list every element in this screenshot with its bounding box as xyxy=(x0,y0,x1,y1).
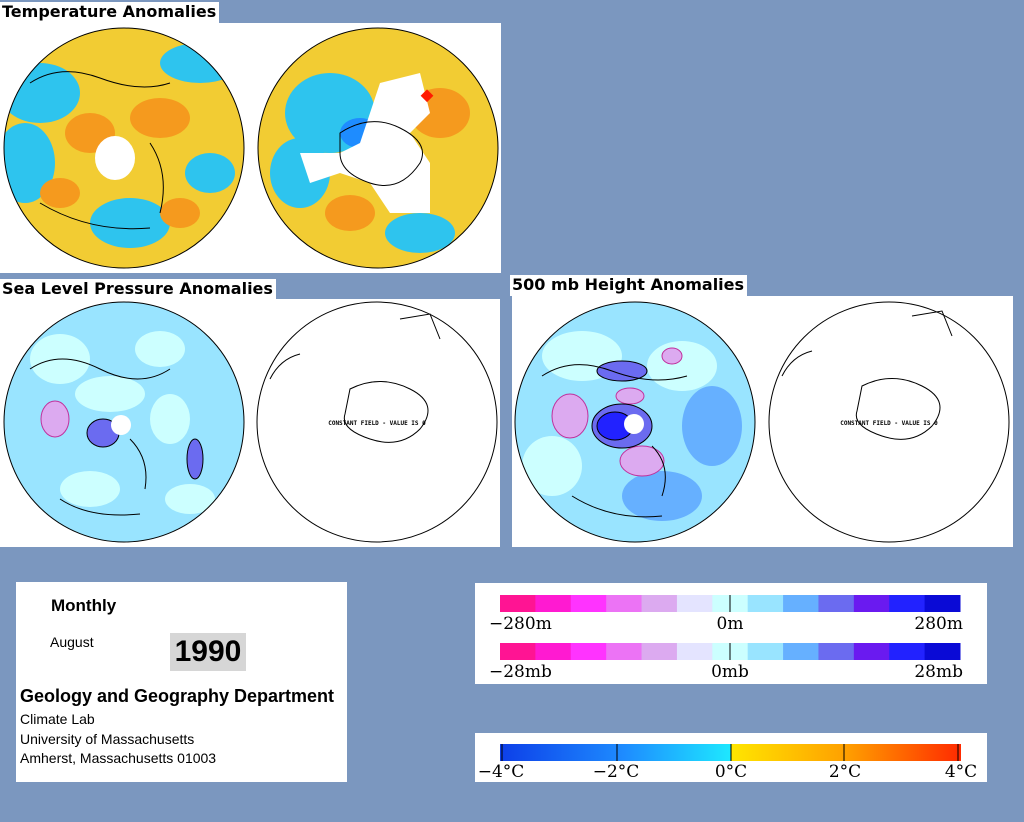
height-constant-field-note: CONSTANT FIELD - VALUE IS 0 xyxy=(840,420,938,427)
department-label: Geology and Geography Department xyxy=(20,686,335,706)
legend-swatch xyxy=(889,643,926,660)
address-line: Amherst, Massachusetts 01003 xyxy=(20,750,217,766)
lab-name: Climate Lab xyxy=(20,711,95,727)
legend-swatch xyxy=(606,595,643,612)
temperature-map-panel xyxy=(0,23,501,273)
height-northern-hemisphere-map xyxy=(515,302,755,542)
legend-swatch xyxy=(570,595,607,612)
pressure-legend-max: 28mb xyxy=(914,662,963,682)
legend-swatch xyxy=(535,643,572,660)
pressure-legend-min: −28mb xyxy=(489,662,552,682)
legend-swatch xyxy=(818,595,855,612)
legend-swatch xyxy=(853,643,890,660)
height-pressure-legend: −280m 0m 280m −28mb 0mb 28mb xyxy=(475,583,987,684)
slp-constant-field-note: CONSTANT FIELD - VALUE IS 0 xyxy=(328,420,426,427)
height-legend-min: −280m xyxy=(489,614,552,634)
temperature-northern-hemisphere-map xyxy=(4,28,244,268)
slp-map-panel: CONSTANT FIELD - VALUE IS 0 xyxy=(0,299,500,547)
height-map-panel: CONSTANT FIELD - VALUE IS 0 xyxy=(512,296,1013,547)
legend-swatch xyxy=(924,643,961,660)
legend-swatch xyxy=(818,643,855,660)
temp-legend-label-3: 0°C xyxy=(715,762,747,782)
pressure-legend-mid: 0mb xyxy=(711,662,749,682)
height-legend-max: 280m xyxy=(914,614,963,634)
legend-swatch xyxy=(747,595,784,612)
legend-swatch xyxy=(676,643,713,660)
height-legend-mid: 0m xyxy=(717,614,744,634)
legend-swatch xyxy=(500,643,536,660)
legend-swatch xyxy=(747,643,784,660)
legend-swatch xyxy=(641,595,678,612)
info-box: Monthly August 1990 Geology and Geograph… xyxy=(16,582,347,782)
legend-swatch xyxy=(924,595,961,612)
temp-legend-label-2: −2°C xyxy=(593,762,640,782)
height-southern-hemisphere-map: CONSTANT FIELD - VALUE IS 0 xyxy=(768,301,1010,543)
month-label: August xyxy=(50,634,94,650)
slp-northern-hemisphere-map xyxy=(4,302,244,542)
temp-legend-label-5: 4°C xyxy=(945,762,977,782)
temperature-anomalies-title: Temperature Anomalies xyxy=(0,2,220,23)
temperature-southern-hemisphere-map xyxy=(258,28,498,268)
legend-swatch xyxy=(676,595,713,612)
temperature-legend: −4°C −2°C 0°C 2°C 4°C xyxy=(475,733,987,782)
university-name: University of Massachusetts xyxy=(20,731,195,747)
legend-swatch xyxy=(783,643,819,660)
slp-southern-hemisphere-map: CONSTANT FIELD - VALUE IS 0 xyxy=(256,301,498,543)
legend-swatch xyxy=(853,595,890,612)
height-anomalies-title: 500 mb Height Anomalies xyxy=(510,275,748,296)
legend-swatch xyxy=(641,643,678,660)
legend-swatch xyxy=(500,595,536,612)
legend-swatch xyxy=(570,643,607,660)
legend-swatch xyxy=(606,643,643,660)
height-color-bar xyxy=(500,595,961,612)
year-label: 1990 xyxy=(170,633,246,671)
legend-swatch xyxy=(535,595,572,612)
temp-legend-label-1: −4°C xyxy=(478,762,525,782)
period-label: Monthly xyxy=(51,596,117,615)
pressure-color-bar xyxy=(500,643,961,660)
temp-legend-label-4: 2°C xyxy=(829,762,861,782)
slp-anomalies-title: Sea Level Pressure Anomalies xyxy=(0,279,276,300)
legend-swatch xyxy=(889,595,926,612)
legend-swatch xyxy=(783,595,819,612)
